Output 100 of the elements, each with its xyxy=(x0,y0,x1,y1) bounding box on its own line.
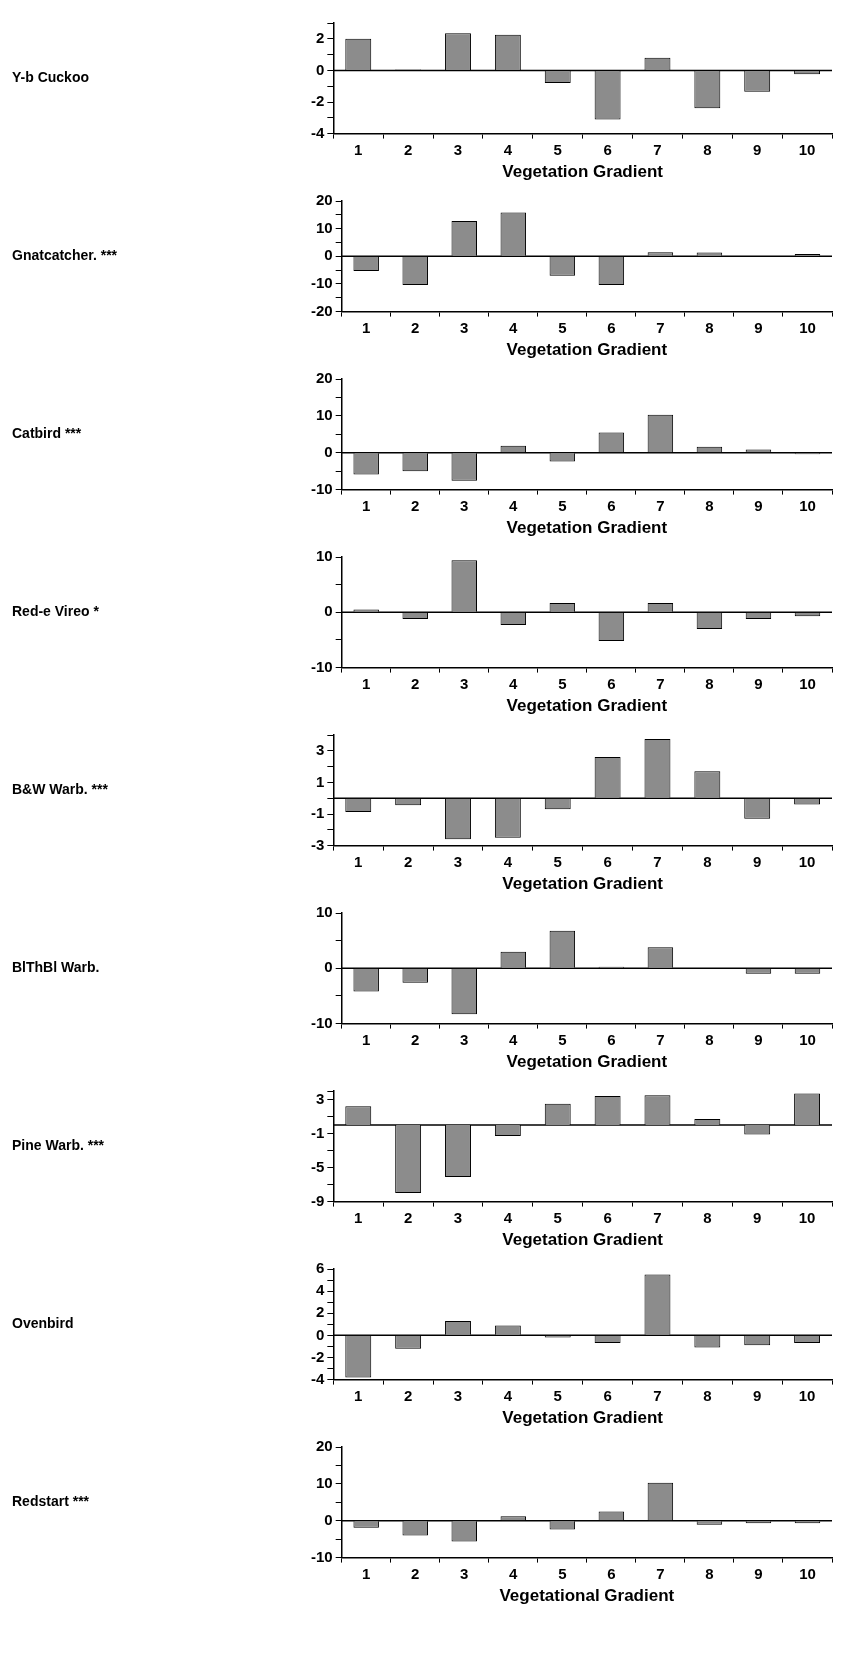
y-tick-label: 10 xyxy=(315,547,333,565)
x-tick-label: 5 xyxy=(553,852,562,870)
x-tick-label: 9 xyxy=(753,1386,762,1404)
y-tick-label: -10 xyxy=(310,657,333,675)
x-tick-label: 3 xyxy=(460,318,469,336)
y-tick-label: 0 xyxy=(324,602,333,620)
x-tick-label: 1 xyxy=(354,140,363,158)
x-tick-label: 9 xyxy=(754,1564,763,1582)
x-axis-title: Vegetational Gradient xyxy=(499,1586,675,1606)
x-tick-label: 2 xyxy=(403,852,413,870)
y-tick-label: 2 xyxy=(315,28,325,46)
y-axis-title: Redstart *** xyxy=(12,1493,90,1510)
x-tick-label: 6 xyxy=(603,852,612,870)
x-tick-label: 10 xyxy=(798,1386,816,1404)
x-axis-title: Vegetation Gradient xyxy=(506,340,668,360)
x-tick-label: 6 xyxy=(603,1386,612,1404)
x-tick-label: 4 xyxy=(503,852,513,870)
x-tick-label: 3 xyxy=(460,674,469,692)
x-tick-label: 8 xyxy=(705,1030,714,1048)
y-tick-label: 20 xyxy=(315,369,333,387)
x-tick-label: 4 xyxy=(503,140,513,158)
y-tick-label: 0 xyxy=(324,1510,333,1528)
y-tick-label: -10 xyxy=(310,1013,333,1031)
x-tick-label: 7 xyxy=(656,318,665,336)
x-tick-label: 3 xyxy=(453,1386,463,1404)
y-axis-title: Pine Warb. *** xyxy=(12,1137,105,1154)
y-axis-title: Gnatcatcher. *** xyxy=(12,247,118,264)
x-tick-label: 6 xyxy=(607,1030,616,1048)
x-tick-label: 6 xyxy=(607,318,616,336)
x-tick-label: 9 xyxy=(753,1208,762,1226)
x-tick-label: 1 xyxy=(362,674,371,692)
y-tick-label: 0 xyxy=(315,60,325,78)
x-tick-label: 5 xyxy=(553,1208,562,1226)
x-tick-label: 9 xyxy=(754,1030,763,1048)
x-tick-label: 7 xyxy=(656,1564,665,1582)
x-tick-label: 7 xyxy=(653,1386,662,1404)
y-tick-label: 0 xyxy=(324,442,333,460)
y-tick-label: 10 xyxy=(315,903,333,921)
x-tick-label: 10 xyxy=(798,852,816,870)
x-tick-label: 4 xyxy=(509,674,519,692)
x-tick-label: 1 xyxy=(362,1030,371,1048)
x-tick-label: 4 xyxy=(509,1030,519,1048)
x-tick-label: 5 xyxy=(558,1030,567,1048)
x-tick-label: 5 xyxy=(553,1386,562,1404)
x-tick-label: 9 xyxy=(754,318,763,336)
x-tick-label: 2 xyxy=(411,674,420,692)
y-tick-label: 4 xyxy=(315,1281,325,1299)
x-tick-label: 2 xyxy=(411,318,420,336)
y-tick-label: -10 xyxy=(310,479,333,497)
x-tick-label: 1 xyxy=(362,1564,371,1582)
x-tick-label: 3 xyxy=(460,496,469,514)
x-axis-title: Vegetation Gradient xyxy=(506,696,668,716)
x-tick-label: 3 xyxy=(460,1564,469,1582)
x-tick-label: 9 xyxy=(754,674,763,692)
x-tick-label: 10 xyxy=(799,318,816,336)
x-tick-label: 1 xyxy=(362,318,371,336)
y-tick-label: -3 xyxy=(310,835,325,853)
x-tick-label: 3 xyxy=(453,852,463,870)
y-tick-label: 2 xyxy=(315,1303,325,1321)
y-tick-label: -10 xyxy=(310,1547,333,1565)
x-tick-label: 9 xyxy=(754,496,763,514)
x-tick-label: 7 xyxy=(653,140,662,158)
x-tick-label: 9 xyxy=(753,140,762,158)
y-tick-label: 1 xyxy=(315,772,325,790)
x-tick-label: 10 xyxy=(799,1030,816,1048)
x-tick-label: 8 xyxy=(705,674,714,692)
x-tick-label: 1 xyxy=(354,1208,363,1226)
y-tick-label: -20 xyxy=(310,301,333,319)
y-tick-label: 3 xyxy=(315,740,325,758)
x-tick-label: 6 xyxy=(607,674,616,692)
x-axis-title: Vegetation Gradient xyxy=(502,162,664,182)
y-tick-label: 10 xyxy=(315,1474,333,1492)
y-tick-label: 3 xyxy=(315,1089,325,1107)
x-tick-label: 10 xyxy=(799,496,816,514)
x-tick-label: 2 xyxy=(403,1386,413,1404)
x-tick-label: 8 xyxy=(705,318,714,336)
y-tick-label: 6 xyxy=(315,1259,325,1277)
y-tick-label: 10 xyxy=(315,406,333,424)
x-tick-label: 2 xyxy=(403,140,413,158)
x-tick-label: 6 xyxy=(607,1564,616,1582)
x-tick-label: 1 xyxy=(362,496,371,514)
x-tick-label: 8 xyxy=(705,1564,714,1582)
x-tick-label: 6 xyxy=(603,1208,612,1226)
x-tick-label: 2 xyxy=(411,1030,420,1048)
x-tick-label: 2 xyxy=(411,496,420,514)
y-axis-title: Y-b Cuckoo xyxy=(12,69,90,86)
x-tick-label: 2 xyxy=(403,1208,413,1226)
x-tick-label: 4 xyxy=(503,1386,513,1404)
y-tick-label: 0 xyxy=(315,1325,325,1343)
x-tick-label: 3 xyxy=(453,1208,463,1226)
x-tick-label: 3 xyxy=(460,1030,469,1048)
x-tick-label: 4 xyxy=(509,318,519,336)
x-axis-title: Vegetation Gradient xyxy=(502,1408,664,1428)
x-tick-label: 7 xyxy=(656,674,665,692)
y-tick-label: -10 xyxy=(310,274,333,292)
x-tick-label: 1 xyxy=(354,852,363,870)
y-axis-title: B&W Warb. *** xyxy=(12,781,109,798)
x-tick-label: 4 xyxy=(509,496,519,514)
x-tick-label: 9 xyxy=(753,852,762,870)
x-tick-label: 3 xyxy=(453,140,463,158)
